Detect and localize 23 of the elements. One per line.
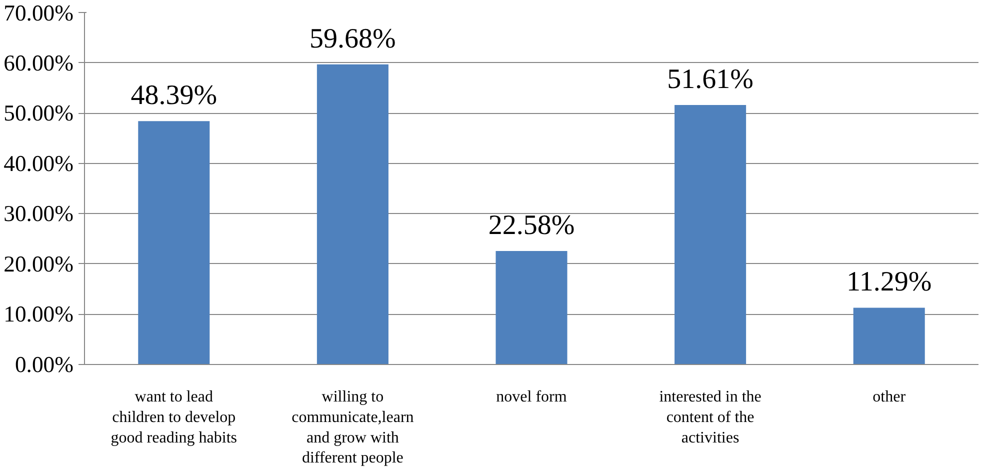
x-tick-label: interested in the content of the activities: [659, 388, 762, 446]
x-tick-label: other: [872, 388, 906, 406]
y-tick-label: 0.00%: [14, 352, 74, 377]
x-tick-label: want to lead children to develop good reading habits: [110, 388, 238, 446]
y-tick-label: 20.00%: [4, 251, 74, 276]
bar: [674, 104, 746, 364]
y-tick-label: 60.00%: [4, 50, 74, 76]
y-tick-label: 40.00%: [4, 150, 74, 176]
data-label: 48.39%: [130, 80, 218, 112]
bar: [853, 308, 925, 364]
y-tick-label: 30.00%: [4, 201, 74, 226]
x-tick-label: novel form: [496, 388, 568, 406]
y-tick-label: 10.00%: [4, 302, 74, 327]
data-label: 22.58%: [488, 210, 575, 241]
data-label: 51.61%: [667, 64, 754, 95]
bar: [316, 64, 388, 364]
y-tick-label: 50.00%: [4, 100, 74, 126]
bar: [138, 121, 210, 364]
data-label: 59.68%: [310, 23, 396, 54]
y-tick-label: 70.00%: [4, 0, 74, 26]
x-tick-label: willing to communicate,learn and grow with different people: [292, 388, 414, 467]
bar: [496, 250, 568, 364]
data-label: 11.29%: [846, 266, 932, 298]
